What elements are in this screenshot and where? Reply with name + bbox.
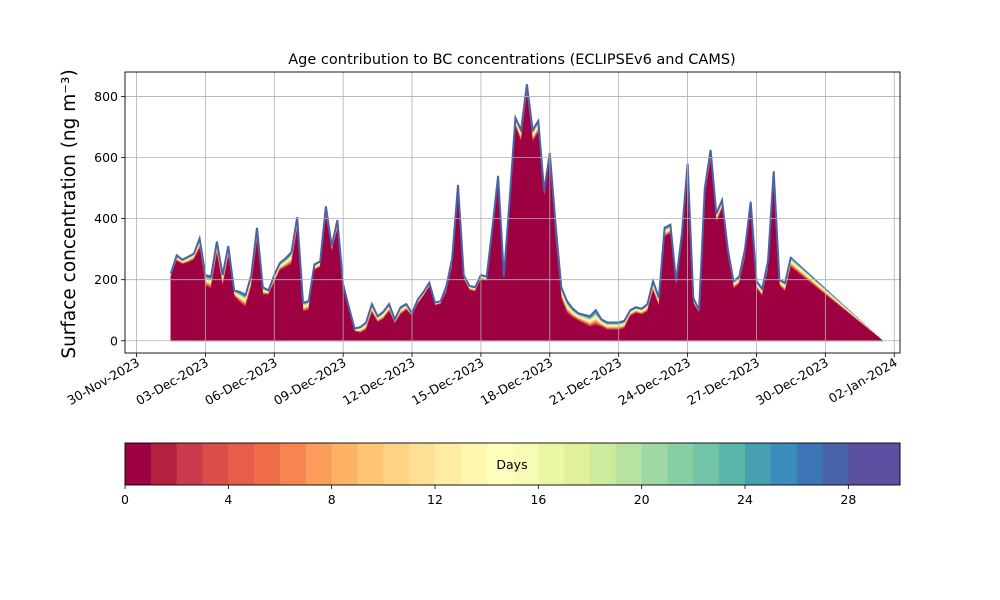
colorbar-swatch xyxy=(745,443,772,485)
colorbar-swatch xyxy=(590,443,617,485)
colorbar: 0 4 8 12 16 20 24 28 xyxy=(121,442,901,507)
x-tick-label: 27-Dec-2023 xyxy=(684,355,762,408)
colorbar-tick-label: 20 xyxy=(634,492,650,507)
x-tick-label: 21-Dec-2023 xyxy=(547,355,625,408)
colorbar-swatch xyxy=(460,443,488,485)
colorbar-swatch xyxy=(667,443,694,485)
colorbar-swatch xyxy=(150,443,178,485)
colorbar-swatch xyxy=(770,443,798,485)
colorbar-swatch xyxy=(796,443,823,485)
colorbar-swatch xyxy=(305,443,333,485)
colorbar-tick-label: 4 xyxy=(224,492,232,507)
y-tick-label: 800 xyxy=(94,89,118,104)
colorbar-swatch xyxy=(202,443,229,485)
y-tick-label: 200 xyxy=(94,272,118,287)
age-layers xyxy=(170,84,884,341)
x-tick-label: 18-Dec-2023 xyxy=(478,355,556,408)
colorbar-swatch xyxy=(641,443,668,485)
y-tick-label: 400 xyxy=(94,211,118,226)
colorbar-tick-label: 8 xyxy=(328,492,336,507)
colorbar-swatch xyxy=(848,443,875,485)
colorbar-swatch xyxy=(564,443,591,485)
x-tick-label: 24-Dec-2023 xyxy=(615,355,693,408)
colorbar-swatch xyxy=(435,443,462,485)
x-tick-label: 02-Jan-2024 xyxy=(826,355,900,406)
colorbar-swatch xyxy=(693,443,720,485)
colorbar-tick-label: 16 xyxy=(530,492,546,507)
colorbar-swatch xyxy=(125,443,152,485)
x-tick-label: 30-Dec-2023 xyxy=(753,355,831,408)
colorbar-label: Days xyxy=(496,457,527,472)
colorbar-swatch xyxy=(280,443,307,485)
y-tick-label: 0 xyxy=(110,333,118,348)
plot-frame xyxy=(124,71,901,354)
chart-title: Age contribution to BC concentrations (E… xyxy=(288,52,735,68)
colorbar-swatch xyxy=(874,443,901,485)
colorbar-swatch xyxy=(228,443,255,485)
plot-area: 0 200 400 600 800 30-Nov-202303-Dec-202306-De… xyxy=(64,71,901,408)
colorbar-swatch xyxy=(719,443,746,485)
colorbar-tick-label: 0 xyxy=(121,492,129,507)
colorbar-swatch xyxy=(615,443,643,485)
colorbar-swatch xyxy=(176,443,203,485)
x-tick-label: 30-Nov-2023 xyxy=(64,355,141,408)
colorbar-swatch xyxy=(331,443,358,485)
colorbar-tick-label: 28 xyxy=(840,492,856,507)
y-tick-label: 600 xyxy=(94,150,118,165)
x-tick-label: 12-Dec-2023 xyxy=(340,355,418,408)
grid xyxy=(125,72,900,353)
colorbar-swatch xyxy=(254,443,281,485)
y-axis-label: Surface concentration (ng m⁻³) xyxy=(59,69,80,358)
colorbar-swatch xyxy=(538,443,565,485)
colorbar-swatch xyxy=(383,443,410,485)
colorbar-tick-label: 12 xyxy=(427,492,443,507)
colorbar-swatch xyxy=(409,443,436,485)
x-tick-label: 06-Dec-2023 xyxy=(202,355,280,408)
colorbar-frame xyxy=(124,442,901,486)
colorbar-tick-label: 24 xyxy=(737,492,753,507)
colorbar-swatch xyxy=(357,443,384,485)
colorbar-swatch xyxy=(822,443,849,485)
colorbar-swatch xyxy=(486,443,513,485)
x-tick-label: 09-Dec-2023 xyxy=(271,355,349,408)
colorbar-swatch xyxy=(512,443,539,485)
x-tick-label: 15-Dec-2023 xyxy=(409,355,487,408)
x-tick-label: 03-Dec-2023 xyxy=(133,355,211,408)
